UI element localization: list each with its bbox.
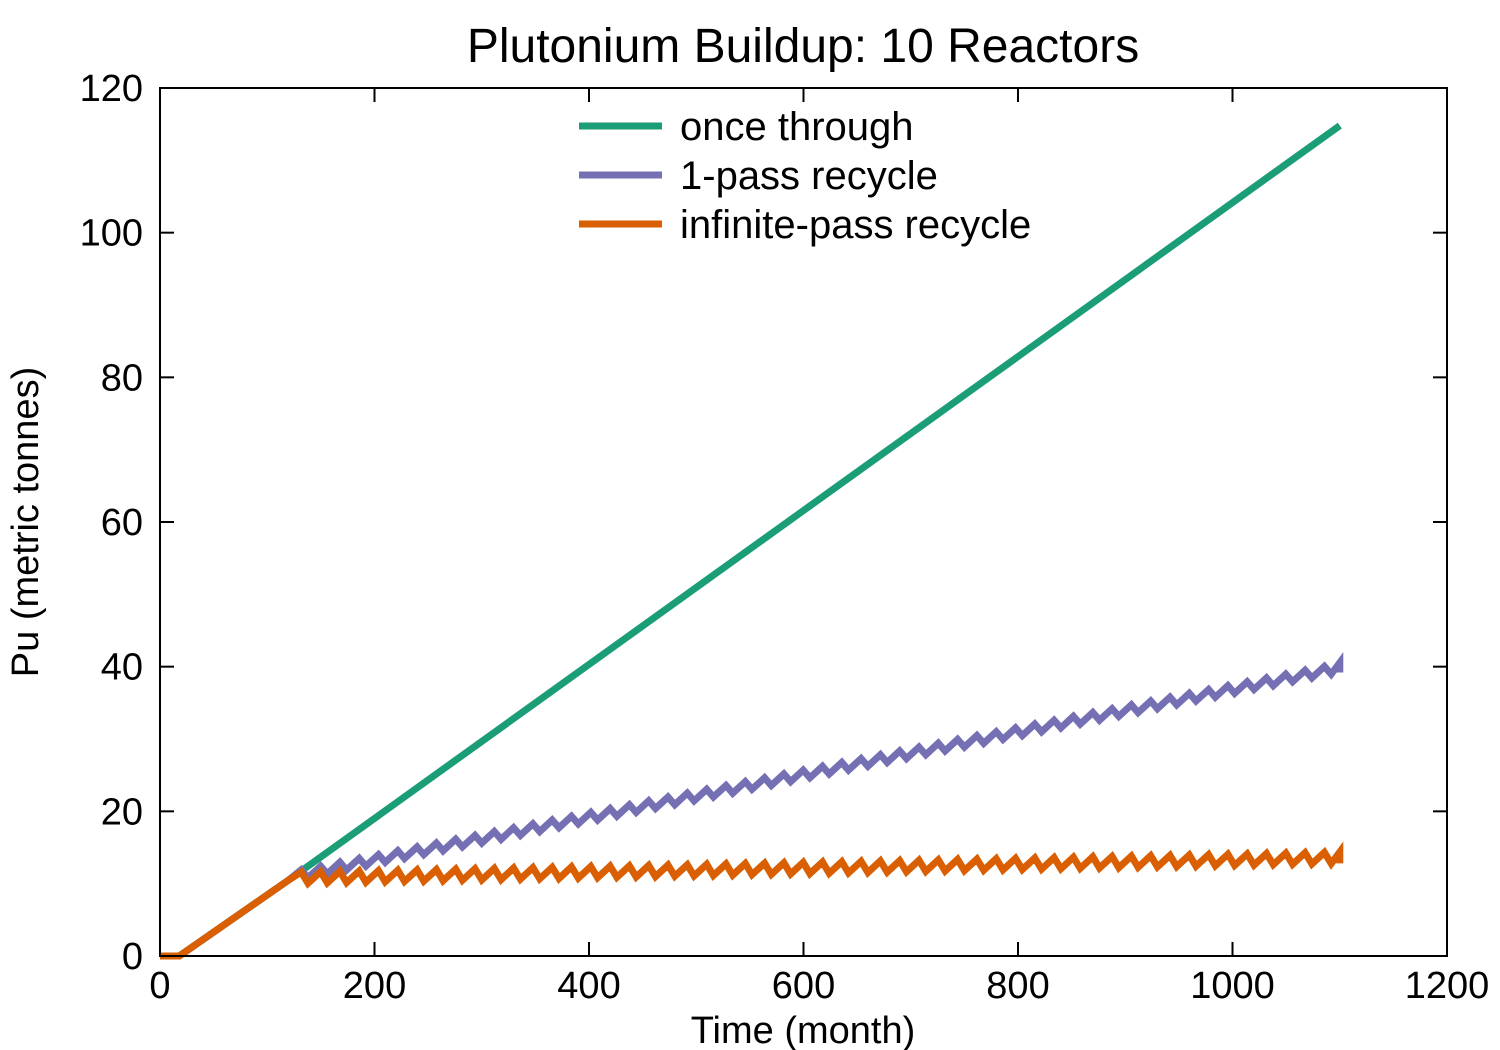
y-tick-label-4: 80: [101, 357, 143, 399]
y-tick-label-3: 60: [101, 502, 143, 544]
legend-label-1: 1-pass recycle: [680, 154, 938, 198]
series-line-2: [160, 841, 1344, 960]
legend: once through 1-pass recycle infinite-pass …: [579, 105, 1031, 247]
y-tick-label-1: 20: [101, 791, 143, 833]
series-line-0: [160, 122, 1342, 960]
legend-label-0: once through: [680, 105, 914, 149]
series-layer: [160, 122, 1344, 960]
x-tick-label-4: 800: [986, 965, 1049, 1007]
ticks-layer: 0 200 400 600 800 1000 1200 0 20 40 60 80 100 120: [80, 68, 1490, 1007]
y-axis-label: Pu (metric tonnes): [5, 367, 47, 677]
x-tick-label-0: 0: [149, 965, 170, 1007]
x-tick-label-3: 600: [772, 965, 835, 1007]
x-tick-label-5: 1000: [1190, 965, 1275, 1007]
x-tick-label-1: 200: [343, 965, 406, 1007]
x-tick-label-2: 400: [557, 965, 620, 1007]
x-tick-label-6: 1200: [1405, 965, 1490, 1007]
y-tick-label-0: 0: [122, 936, 143, 978]
x-axis-label: Time (month): [691, 1010, 916, 1050]
y-tick-label-6: 120: [80, 68, 143, 110]
legend-label-2: infinite-pass recycle: [680, 203, 1031, 247]
y-tick-label-5: 100: [80, 213, 143, 255]
y-tick-label-2: 40: [101, 647, 143, 689]
chart-title: Plutonium Buildup: 10 Reactors: [467, 20, 1139, 73]
series-line-1: [160, 652, 1344, 960]
